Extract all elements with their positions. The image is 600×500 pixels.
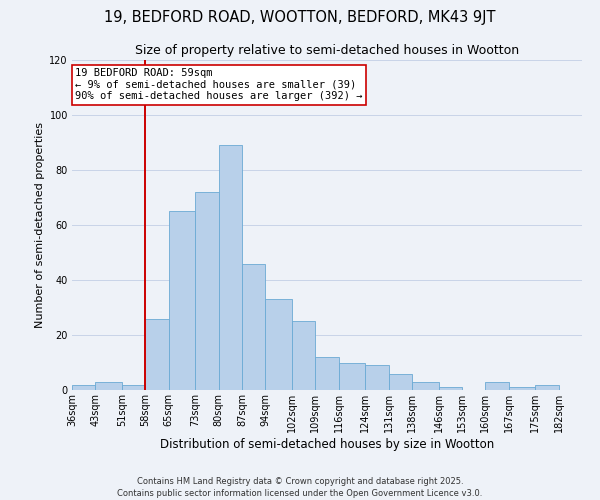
X-axis label: Distribution of semi-detached houses by size in Wootton: Distribution of semi-detached houses by … bbox=[160, 438, 494, 450]
Text: 19 BEDFORD ROAD: 59sqm
← 9% of semi-detached houses are smaller (39)
90% of semi: 19 BEDFORD ROAD: 59sqm ← 9% of semi-deta… bbox=[76, 68, 363, 102]
Bar bbox=[389, 374, 412, 390]
Text: Contains HM Land Registry data © Crown copyright and database right 2025.
Contai: Contains HM Land Registry data © Crown c… bbox=[118, 476, 482, 498]
Bar bbox=[242, 264, 265, 390]
Text: 19, BEDFORD ROAD, WOOTTON, BEDFORD, MK43 9JT: 19, BEDFORD ROAD, WOOTTON, BEDFORD, MK43… bbox=[104, 10, 496, 25]
Bar bbox=[365, 365, 389, 390]
Bar bbox=[196, 192, 218, 390]
Bar bbox=[292, 322, 316, 390]
Bar bbox=[265, 299, 292, 390]
Bar bbox=[169, 211, 196, 390]
Y-axis label: Number of semi-detached properties: Number of semi-detached properties bbox=[35, 122, 45, 328]
Bar bbox=[316, 357, 338, 390]
Bar bbox=[145, 318, 169, 390]
Bar bbox=[509, 387, 535, 390]
Bar bbox=[218, 145, 242, 390]
Bar bbox=[95, 382, 122, 390]
Bar bbox=[72, 384, 95, 390]
Title: Size of property relative to semi-detached houses in Wootton: Size of property relative to semi-detach… bbox=[135, 44, 519, 58]
Bar bbox=[338, 362, 365, 390]
Bar bbox=[412, 382, 439, 390]
Bar bbox=[439, 387, 462, 390]
Bar bbox=[485, 382, 509, 390]
Bar bbox=[535, 384, 559, 390]
Bar bbox=[122, 384, 145, 390]
